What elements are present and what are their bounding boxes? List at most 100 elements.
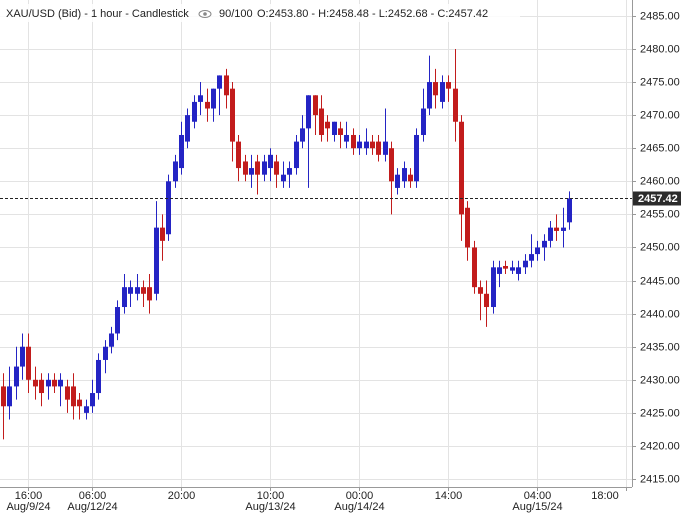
candle-body bbox=[325, 121, 330, 129]
candle-body bbox=[516, 267, 521, 274]
candle-body bbox=[281, 174, 286, 182]
candle-body bbox=[224, 75, 229, 96]
candle-body bbox=[205, 101, 210, 109]
x-date-label: Aug/15/24 bbox=[512, 501, 562, 513]
candle-body bbox=[249, 168, 254, 175]
candle-body bbox=[58, 379, 63, 387]
candle-body bbox=[26, 346, 31, 380]
last-price-label: 2457.42 bbox=[638, 193, 678, 205]
candle-body bbox=[115, 307, 120, 334]
candle-body bbox=[503, 265, 508, 269]
candle-body bbox=[542, 240, 547, 248]
candle-body bbox=[7, 386, 12, 407]
candle-body bbox=[52, 379, 57, 387]
candle-body bbox=[1, 386, 6, 407]
candle-body bbox=[46, 379, 51, 387]
y-tick-label: 2445.00 bbox=[640, 275, 680, 287]
candle-body bbox=[77, 399, 82, 407]
candle-body bbox=[65, 386, 70, 400]
candle-counter: 90/100 bbox=[219, 8, 253, 20]
y-tick-label: 2425.00 bbox=[640, 407, 680, 419]
x-tick-label: 18:00 bbox=[591, 490, 619, 502]
candle-body bbox=[173, 161, 178, 182]
candle-body bbox=[561, 227, 566, 231]
candle-body bbox=[109, 333, 114, 347]
candle-body bbox=[440, 82, 445, 102]
candle-body bbox=[198, 95, 203, 102]
candles bbox=[0, 48, 632, 440]
candle-body bbox=[274, 161, 279, 175]
candle-body bbox=[402, 168, 407, 182]
x-tick-label: 06:00 bbox=[79, 490, 107, 502]
y-tick-label: 2465.00 bbox=[640, 142, 680, 154]
candle-body bbox=[433, 82, 438, 96]
x-tick-label: 20:00 bbox=[168, 490, 196, 502]
candle-body bbox=[141, 287, 146, 294]
candle-body bbox=[230, 88, 235, 142]
candle-body bbox=[319, 108, 324, 135]
candle-body bbox=[14, 366, 19, 387]
candle-body bbox=[370, 141, 375, 149]
candle-body bbox=[453, 88, 458, 122]
candle-body bbox=[364, 141, 369, 149]
candle-body bbox=[128, 287, 133, 294]
candle-body bbox=[90, 393, 95, 407]
candle-body bbox=[33, 379, 38, 387]
candle-body bbox=[217, 75, 222, 89]
y-tick-label: 2480.00 bbox=[640, 43, 680, 55]
candle-body bbox=[332, 121, 337, 135]
y-tick-label: 2420.00 bbox=[640, 440, 680, 452]
candle-body bbox=[287, 168, 292, 175]
x-date-label: Aug/9/24 bbox=[6, 501, 50, 513]
candle-body bbox=[376, 141, 381, 155]
candle-body bbox=[96, 359, 101, 394]
x-date-label: Aug/12/24 bbox=[67, 501, 117, 513]
x-tick-label: 10:00 bbox=[257, 490, 285, 502]
candle-body bbox=[313, 95, 318, 116]
candle-body bbox=[535, 247, 540, 255]
candle-body bbox=[459, 121, 464, 215]
candle-body bbox=[262, 161, 267, 175]
candle-body bbox=[84, 406, 89, 413]
candle-body bbox=[294, 141, 299, 169]
y-tick-label: 2470.00 bbox=[640, 109, 680, 121]
x-date-label: Aug/14/24 bbox=[334, 501, 384, 513]
grid bbox=[0, 0, 632, 487]
candle-body bbox=[255, 161, 260, 175]
candle-body bbox=[135, 287, 140, 294]
candle-body bbox=[567, 198, 572, 223]
candle-body bbox=[484, 293, 489, 308]
candle-body bbox=[20, 346, 25, 367]
candle-body bbox=[491, 267, 496, 308]
candle-body bbox=[122, 287, 127, 308]
candle-body bbox=[211, 88, 216, 109]
x-tick-label: 00:00 bbox=[346, 490, 374, 502]
candle-body bbox=[160, 227, 165, 241]
candle-body bbox=[300, 128, 305, 142]
y-tick-label: 2455.00 bbox=[640, 208, 680, 220]
candle-body bbox=[236, 141, 241, 169]
candle-body bbox=[243, 161, 248, 175]
x-tick-label: 14:00 bbox=[435, 490, 463, 502]
chart-title: XAU/USD (Bid) - 1 hour - Candlestick bbox=[6, 8, 189, 20]
visibility-icon[interactable] bbox=[198, 10, 212, 18]
y-tick-label: 2475.00 bbox=[640, 76, 680, 88]
candle-body bbox=[414, 134, 419, 182]
candle-body bbox=[39, 379, 44, 394]
ohlc-readout: O:2453.80 - H:2458.48 - L:2452.68 - C:24… bbox=[257, 8, 488, 20]
candle-body bbox=[446, 82, 451, 89]
y-tick-label: 2485.00 bbox=[640, 10, 680, 22]
candle-body bbox=[408, 174, 413, 182]
candle-body bbox=[154, 227, 159, 294]
header-bg bbox=[0, 4, 520, 22]
candle-body bbox=[427, 82, 432, 109]
candle-body bbox=[529, 254, 534, 261]
candle-body bbox=[472, 247, 477, 288]
candle-body bbox=[338, 128, 343, 135]
candle-body bbox=[523, 260, 528, 268]
candle-body bbox=[510, 267, 515, 271]
x-tick-label: 16:00 bbox=[15, 490, 43, 502]
y-tick-label: 2435.00 bbox=[640, 341, 680, 353]
candle-body bbox=[103, 346, 108, 360]
